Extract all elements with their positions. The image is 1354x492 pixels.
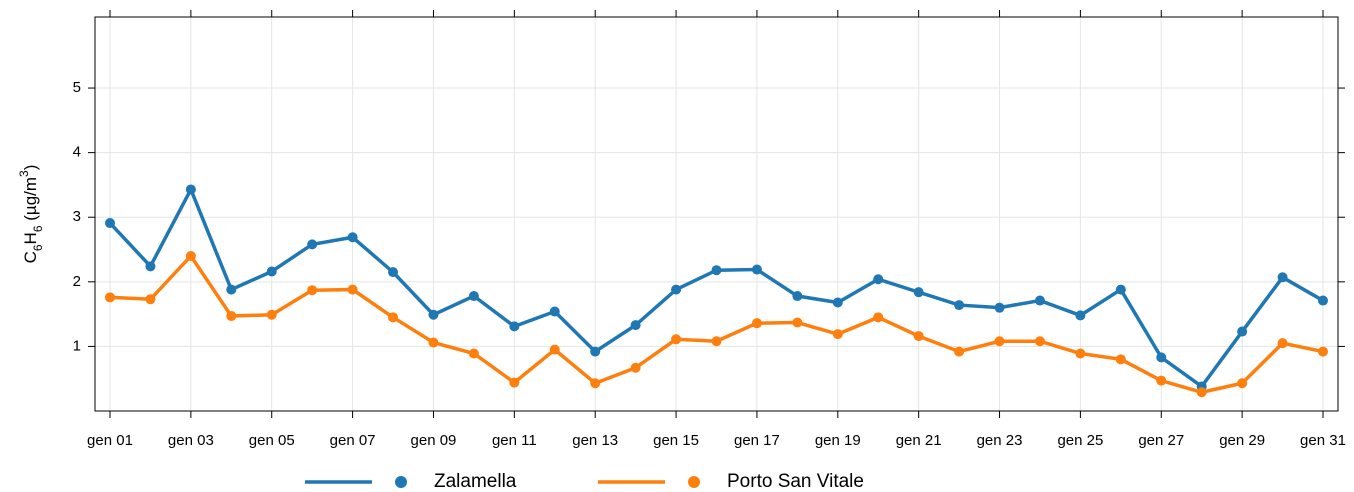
data-point [1075, 310, 1086, 321]
x-tick-label: gen 07 [330, 432, 376, 449]
data-point [509, 321, 520, 332]
data-point [590, 378, 601, 389]
data-point [1156, 352, 1167, 363]
data-point [307, 239, 318, 250]
y-tick-label: 5 [73, 79, 81, 96]
data-point [347, 232, 358, 243]
data-point [954, 300, 965, 311]
x-tick-label: gen 21 [896, 432, 942, 449]
data-point [1115, 284, 1126, 295]
data-point [630, 320, 641, 331]
data-point [1277, 338, 1288, 349]
x-tick-label: gen 23 [977, 432, 1023, 449]
data-point [428, 337, 439, 348]
data-point [509, 377, 520, 388]
data-point [347, 284, 358, 295]
data-point [1196, 387, 1207, 398]
y-label-part: H [21, 232, 40, 244]
data-point [468, 291, 479, 302]
y-label-part: ) [21, 165, 40, 171]
data-point [751, 264, 762, 275]
data-point [994, 336, 1005, 347]
data-point [792, 317, 803, 328]
data-point [630, 362, 641, 373]
data-point [590, 346, 601, 357]
legend-label: Porto San Vitale [727, 471, 864, 492]
data-point [549, 344, 560, 355]
data-point [1318, 295, 1328, 306]
data-point [226, 311, 237, 322]
y-label-part: 6 [31, 244, 45, 251]
data-point [428, 309, 439, 320]
plot-frame [94, 16, 1339, 412]
data-point [671, 334, 682, 345]
data-point [549, 306, 560, 317]
x-tick-label: gen 29 [1219, 432, 1265, 449]
data-point [1156, 375, 1167, 386]
grid [95, 17, 1338, 411]
data-point [226, 284, 237, 295]
legend-marker [688, 476, 700, 488]
data-point [388, 267, 399, 278]
data-point [145, 261, 156, 272]
y-label-part: 3 [17, 170, 31, 177]
x-tick-label: gen 31 [1300, 432, 1346, 449]
data-point [1075, 348, 1086, 359]
data-point [711, 336, 722, 347]
data-point [1034, 336, 1045, 347]
legend-label: Zalamella [434, 471, 517, 492]
y-tick-label: 2 [73, 273, 81, 290]
data-point [994, 302, 1005, 313]
y-tick-label: 1 [73, 337, 81, 354]
data-point [185, 184, 196, 195]
data-point [832, 297, 843, 308]
data-point [671, 284, 682, 295]
data-point [105, 218, 115, 229]
y-label-part: 6 [31, 225, 45, 232]
data-point [145, 294, 156, 305]
x-tick-label: gen 05 [249, 432, 295, 449]
data-point [1318, 346, 1328, 357]
data-point [266, 266, 277, 277]
x-tick-label: gen 09 [411, 432, 457, 449]
y-label-part: (µg/m [21, 177, 40, 226]
x-tick-label: gen 25 [1057, 432, 1103, 449]
data-point [105, 292, 115, 303]
x-tick-label: gen 27 [1138, 432, 1184, 449]
x-tick-label: gen 03 [168, 432, 214, 449]
data-point [1034, 295, 1045, 306]
x-tick-label: gen 13 [572, 432, 618, 449]
data-point [832, 329, 843, 340]
x-tick-label: gen 17 [734, 432, 780, 449]
data-point [266, 309, 277, 320]
x-tick-label: gen 01 [87, 432, 133, 449]
data-point [1237, 378, 1248, 389]
data-point [185, 250, 196, 261]
x-tick-label: gen 11 [492, 432, 537, 449]
data-point [1115, 354, 1126, 365]
data-point [388, 312, 399, 323]
data-point [913, 287, 924, 298]
y-label-part: C [21, 251, 40, 263]
y-tick-label: 3 [73, 208, 81, 225]
data-point [954, 346, 965, 357]
data-point [751, 318, 762, 329]
data-point [873, 312, 884, 323]
data-point [1277, 272, 1288, 283]
series-line [108, 185, 1324, 389]
data-point [1237, 326, 1248, 337]
data-point [913, 331, 924, 342]
data-point [711, 265, 722, 276]
data-point [873, 274, 884, 285]
data-point [468, 348, 479, 359]
y-axis-label: C6H6 (µg/m3) [17, 165, 45, 264]
data-point [792, 291, 803, 302]
x-tick-label: gen 19 [815, 432, 861, 449]
data-point [307, 285, 318, 296]
legend-marker [395, 476, 407, 488]
y-tick-label: 4 [73, 144, 81, 161]
x-tick-label: gen 15 [653, 432, 699, 449]
